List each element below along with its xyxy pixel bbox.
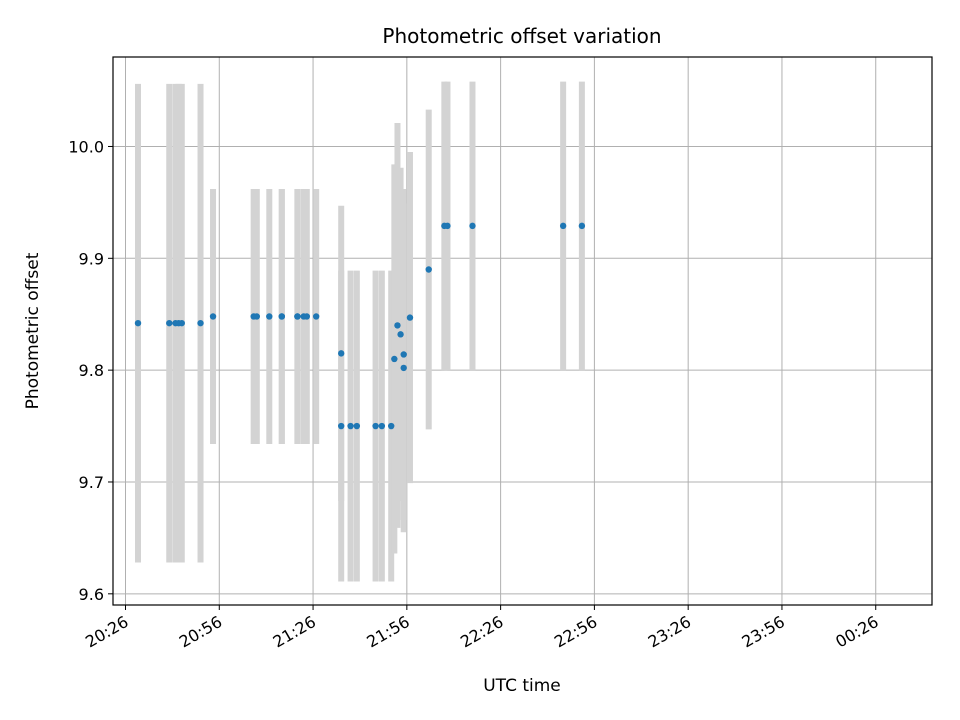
grid xyxy=(113,57,932,605)
data-point xyxy=(394,322,401,329)
data-point xyxy=(166,319,173,327)
data-point xyxy=(312,313,320,320)
data-point xyxy=(253,313,260,320)
data-point xyxy=(294,313,301,320)
data-point xyxy=(397,331,404,338)
data-point xyxy=(266,313,273,320)
data-point xyxy=(134,319,142,327)
data-point xyxy=(372,422,379,430)
data-point xyxy=(197,319,204,327)
data-point xyxy=(378,422,386,430)
x-tick-label: 22:56 xyxy=(551,612,600,652)
y-tick-label: 10.0 xyxy=(68,137,104,156)
x-tick-label: 20:56 xyxy=(176,612,225,652)
data-points xyxy=(134,222,586,430)
data-point xyxy=(209,313,217,320)
data-point xyxy=(469,222,476,230)
x-tick-label: 20:26 xyxy=(82,612,131,652)
x-tick-label: 00:26 xyxy=(832,612,881,652)
y-tick-label: 9.8 xyxy=(79,361,104,380)
data-point xyxy=(578,222,586,230)
data-point xyxy=(347,422,354,430)
y-axis-label: Photometric offset xyxy=(23,252,43,409)
data-point xyxy=(388,422,395,430)
data-point xyxy=(559,222,567,230)
x-axis-label: UTC time xyxy=(483,676,561,696)
data-point xyxy=(400,364,407,372)
x-tick-label: 21:26 xyxy=(270,612,319,652)
plot-frame xyxy=(112,56,933,606)
chart-title: Photometric offset variation xyxy=(382,24,661,48)
data-point xyxy=(178,319,185,327)
data-point xyxy=(353,422,361,430)
y-tick-label: 9.7 xyxy=(79,473,104,492)
x-tick-label: 23:26 xyxy=(645,612,694,652)
error-bars xyxy=(135,81,585,582)
data-point xyxy=(337,350,345,357)
x-tick-label: 21:56 xyxy=(363,612,412,652)
data-point xyxy=(425,266,432,273)
x-tick-label: 22:26 xyxy=(457,612,506,652)
y-tick-label: 9.9 xyxy=(79,249,104,268)
data-point xyxy=(303,313,311,320)
data-point xyxy=(337,422,345,430)
data-point xyxy=(391,355,398,363)
x-tick-label: 23:56 xyxy=(739,612,788,652)
data-point xyxy=(400,351,407,358)
data-point xyxy=(444,222,451,230)
data-point xyxy=(406,314,414,321)
data-point xyxy=(278,313,286,320)
y-tick-label: 9.6 xyxy=(79,585,104,604)
